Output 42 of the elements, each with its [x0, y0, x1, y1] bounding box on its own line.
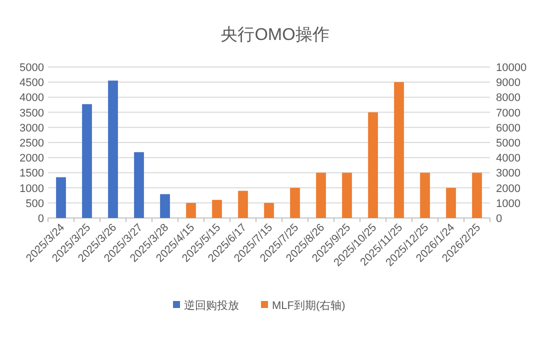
y-tick-label: 2500 [20, 138, 44, 150]
y-tick-label: 4500 [20, 77, 44, 90]
y-tick-label: 0 [38, 213, 44, 225]
bar [238, 190, 248, 218]
bar [108, 80, 118, 218]
y2-tick-label: 2000 [496, 182, 520, 195]
y-tick-label: 3500 [20, 107, 44, 120]
legend-label: 逆回购投放 [184, 299, 239, 312]
bar [472, 172, 482, 218]
y-tick-label: 500 [26, 198, 44, 210]
y2-tick-label: 8000 [496, 92, 520, 104]
bar [446, 188, 456, 218]
bar [160, 194, 170, 218]
bar [56, 177, 66, 218]
bar [420, 172, 430, 218]
bar [186, 202, 196, 218]
y2-tick-label: 7000 [496, 107, 520, 120]
y2-tick-label: 5000 [496, 138, 520, 150]
y-tick-label: 3000 [20, 122, 44, 134]
y-tick-label: 1000 [20, 182, 44, 195]
y2-tick-label: 6000 [496, 122, 520, 134]
bar [316, 172, 326, 218]
y2-tick-label: 9000 [496, 77, 520, 90]
bar [290, 188, 300, 218]
bar [212, 200, 222, 218]
y2-tick-label: 3000 [496, 168, 520, 180]
y2-tick-label: 4000 [496, 152, 520, 165]
bar [82, 104, 92, 218]
y-tick-label: 2000 [20, 152, 44, 165]
bar [342, 172, 352, 218]
y2-tick-label: 1000 [496, 198, 520, 210]
y-tick-label: 4000 [20, 92, 44, 104]
bar [134, 152, 144, 218]
y2-tick-label: 10000 [496, 62, 527, 74]
chart-title: 央行OMO操作 [220, 25, 330, 44]
bar [394, 82, 404, 218]
bar [368, 112, 378, 218]
y2-tick-label: 0 [496, 213, 502, 225]
y-tick-label: 1500 [20, 168, 44, 180]
y-tick-label: 5000 [20, 62, 44, 74]
bar [264, 202, 274, 218]
legend-label: MLF到期(右轴) [272, 299, 346, 312]
